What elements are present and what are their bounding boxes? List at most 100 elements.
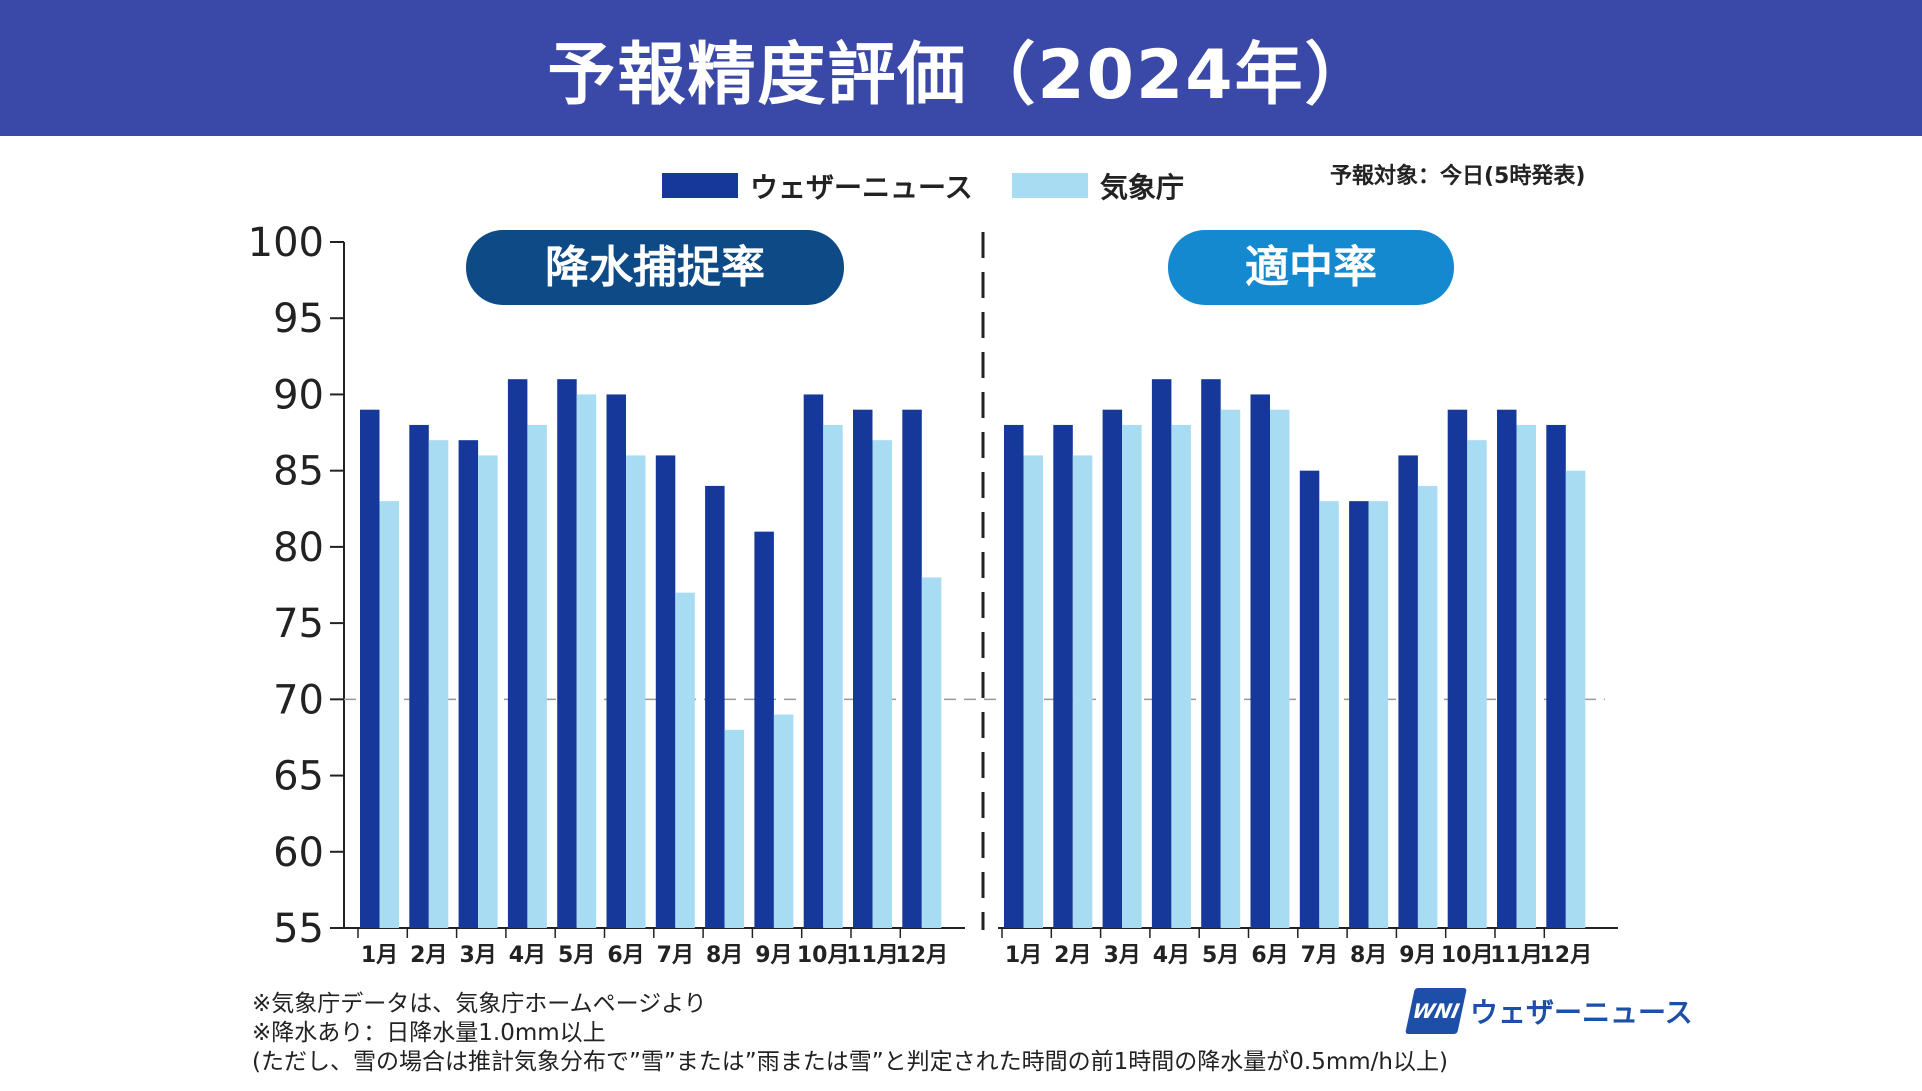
bar-wni [655,455,676,928]
x-tick-label: 2月 [410,943,447,968]
bar-wni [1004,424,1024,928]
y-tick-label: 65 [273,754,324,800]
x-tick-label: 5月 [558,943,595,968]
y-axis: 100 95 90 85 80 75 70 65 60 55 [248,220,1618,952]
brand-name: ウェザーニュース [1470,996,1693,1029]
legend-label-jma: 気象庁 [1100,171,1184,204]
chart-title: 予報精度評価（2024年） [547,35,1375,115]
bar-jma [527,424,547,928]
bar-jma [675,592,695,928]
bar-wni [360,409,380,928]
legend-label-wni: ウェザーニュース [750,171,973,204]
bar-wni [1299,470,1320,928]
bar-jma [724,729,745,928]
title-banner: 予報精度評価（2024年） [0,0,1922,136]
x-tick-label: 7月 [1301,943,1338,968]
bar-wni [507,379,528,928]
bar-jma [773,714,794,928]
bar-jma [428,440,449,928]
bar-jma [921,577,942,928]
footnote-definition: ※降水あり：日降水量1.0mm以上 [252,1020,606,1046]
x-tick-label: 4月 [509,943,546,968]
x-tick-label: 3月 [1103,943,1140,968]
bar-wni [803,394,824,928]
panel-label-pill-capture [466,230,844,305]
x-tick-label: 3月 [459,943,496,968]
bar-wni [754,531,774,928]
y-tick-label: 90 [273,372,324,418]
bar-wni [557,379,577,928]
legend: ウェザーニュース 気象庁 予報対象：今日(5時発表) [662,163,1585,204]
panel-label-pill-hit [1168,230,1454,305]
footnotes: ※気象庁データは、気象庁ホームページより ※降水あり：日降水量1.0mm以上 (… [252,990,1448,1077]
footnote-source: ※気象庁データは、気象庁ホームページより [252,991,707,1017]
x-tick-label: 6月 [607,943,644,968]
bar-wni [606,394,626,928]
y-tick-label: 85 [273,449,324,495]
bar-jma [1417,485,1438,928]
y-tick-label: 95 [273,296,324,342]
y-tick-label: 55 [273,906,324,952]
x-tick-label: 1月 [361,943,398,968]
bar-wni [1053,424,1073,928]
x-tick-label: 10月 [1441,943,1494,968]
bar-jma [1220,409,1241,928]
brand-logo-block: WNI ウェザーニュース [1405,988,1693,1034]
y-tick-label: 100 [248,220,324,266]
bar-jma [478,455,498,928]
x-tick-label: 4月 [1153,943,1190,968]
bar-jma [1467,440,1487,928]
bar-wni [1546,424,1566,928]
bar-jma [1023,455,1043,928]
bar-wni [1497,409,1517,928]
bar-jma [823,424,843,928]
footnote-snow: (ただし、雪の場合は推計気象分布で”雪”または”雨または雪”と判定された時間の前… [252,1049,1448,1075]
panel-label-hit: 適中率 [1245,242,1377,293]
x-tick-label: 7月 [657,943,694,968]
bar-jma [1270,409,1290,928]
bar-wni [1151,379,1172,928]
bar-jma [1565,470,1586,928]
bar-wni [1250,394,1270,928]
bar-jma [576,394,597,928]
bar-wni [409,424,429,928]
x-tick-label: 6月 [1251,943,1288,968]
x-tick-label: 11月 [1490,943,1543,968]
y-tick-label: 60 [273,830,324,876]
y-tick-label: 70 [273,677,324,723]
bar-jma [1072,455,1093,928]
bar-wni [1201,379,1221,928]
x-tick-label: 10月 [797,943,850,968]
x-tick-label: 11月 [846,943,899,968]
bar-jma [1171,424,1191,928]
bar-jma [1319,501,1339,928]
bar-wni [853,409,873,928]
panel-labels: 降水捕捉率 適中率 [466,230,1454,305]
legend-swatch-wni [662,173,738,198]
bar-jma [872,440,892,928]
panel-label-capture: 降水捕捉率 [545,242,765,293]
bar-wni [1398,455,1418,928]
bar-jma [1122,424,1142,928]
x-tick-label: 12月 [895,943,948,968]
x-tick-label: 9月 [755,943,792,968]
wni-logo: WNI [1405,988,1467,1034]
bar-wni [902,409,922,928]
bar-wni [1447,409,1468,928]
bar-wni [1102,409,1123,928]
bar-wni [705,485,725,928]
bar-jma [1368,501,1389,928]
bar-wni [1349,501,1369,928]
bars [360,379,1586,928]
x-tick-label: 1月 [1005,943,1042,968]
bar-jma [379,501,399,928]
y-tick-label: 75 [273,601,324,647]
y-tick-label: 80 [273,525,324,571]
x-tick-label: 12月 [1539,943,1592,968]
x-tick-label: 2月 [1054,943,1091,968]
legend-swatch-jma [1012,173,1088,198]
bar-wni [458,440,479,928]
forecast-target-note: 予報対象：今日(5時発表) [1330,163,1585,189]
x-tick-label: 5月 [1202,943,1239,968]
x-tick-label: 8月 [706,943,743,968]
